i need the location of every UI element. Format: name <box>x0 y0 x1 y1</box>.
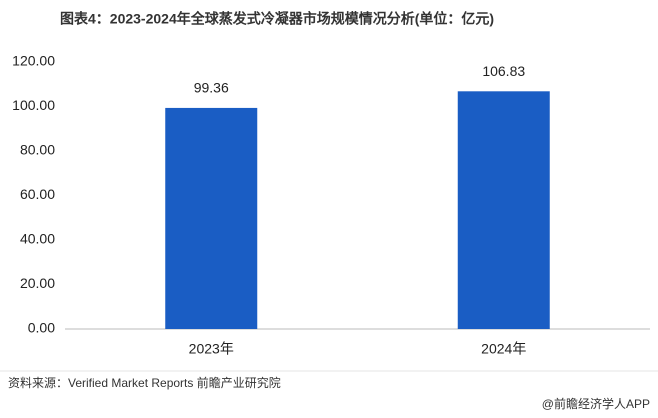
y-tick-label: 120.00 <box>12 53 55 69</box>
data-label: 99.36 <box>194 80 229 96</box>
bar <box>165 107 258 329</box>
y-tick-label: 20.00 <box>20 275 55 291</box>
y-tick-label: 0.00 <box>28 320 55 336</box>
y-tick-label: 80.00 <box>20 142 55 158</box>
y-tick-label: 40.00 <box>20 231 55 247</box>
y-tick-label: 60.00 <box>20 186 55 202</box>
chart-title: 图表4：2023-2024年全球蒸发式冷凝器市场规模情况分析(单位：亿元) <box>60 11 494 27</box>
y-tick-label: 100.00 <box>12 97 55 113</box>
x-tick-label: 2023年 <box>189 341 234 357</box>
x-tick-label: 2024年 <box>481 341 526 357</box>
footer: @前瞻经济学人APP <box>542 396 650 411</box>
data-label: 106.83 <box>482 63 525 79</box>
bar <box>457 91 550 329</box>
source: 资料来源：Verified Market Reports 前瞻产业研究院 <box>8 375 281 390</box>
